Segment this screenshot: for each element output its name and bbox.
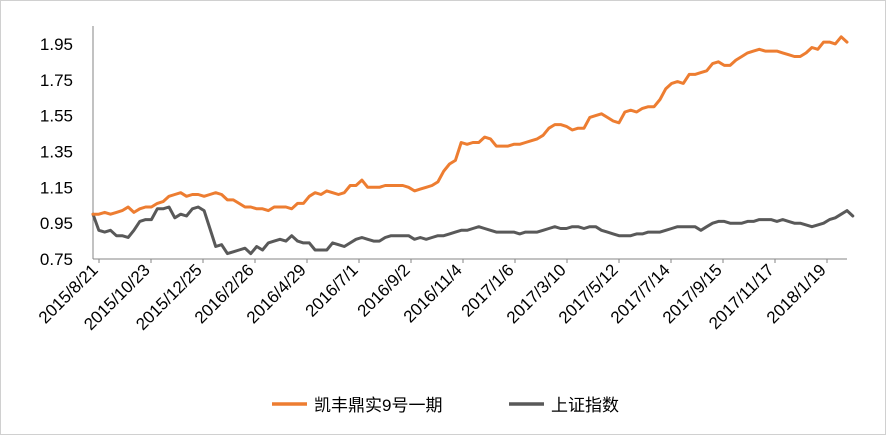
- legend: 凯丰鼎实9号一期 上证指数: [272, 396, 619, 415]
- series-line-fund: [91, 35, 849, 216]
- x-tick-label: 2016/7/1: [302, 260, 362, 320]
- y-tick-label: 1.35: [40, 142, 73, 161]
- y-tick-label: 1.55: [40, 107, 73, 126]
- x-axis: 2015/8/212015/10/232015/12/252016/2/2620…: [35, 258, 847, 334]
- legend-label-fund: 凯丰鼎实9号一期: [314, 396, 442, 415]
- y-tick-label: 0.95: [40, 214, 73, 233]
- y-tick-label: 1.75: [40, 71, 73, 90]
- y-tick-label: 1.95: [40, 35, 73, 54]
- series-lines: [91, 35, 855, 256]
- y-axis: 0.75 0.95 1.15 1.35 1.55 1.75 1.95: [40, 26, 94, 269]
- y-tick-label: 0.75: [40, 250, 73, 269]
- legend-label-index: 上证指数: [551, 396, 619, 415]
- series-line-index: [91, 205, 855, 256]
- y-tick-label: 1.15: [40, 178, 73, 197]
